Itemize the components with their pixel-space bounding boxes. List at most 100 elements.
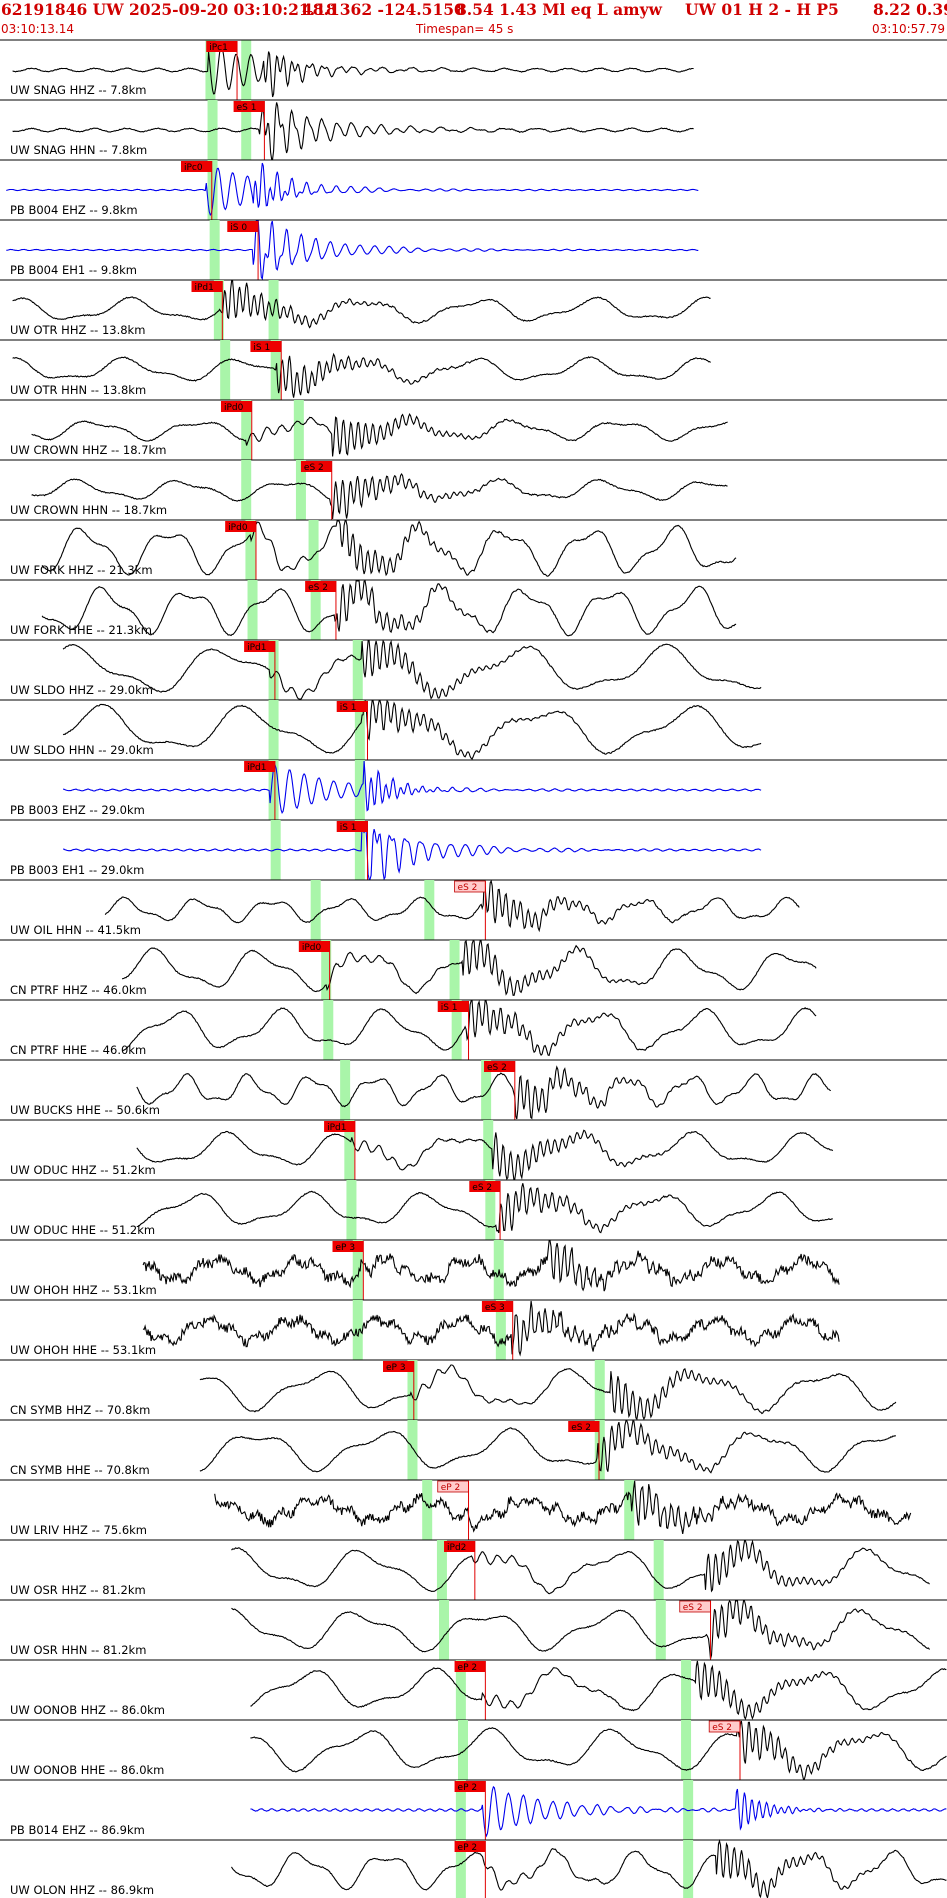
phase-pick-label: iPd0	[302, 943, 322, 953]
channel-label: UW LRIV HHZ -- 75.6km	[10, 1523, 147, 1537]
event-depth-magnitude: 8.54 1.43 Ml eq L amyw	[456, 0, 662, 19]
theory-arrival-marker	[241, 40, 252, 100]
phase-pick-flag	[332, 1241, 364, 1252]
waveform-trace	[31, 413, 728, 457]
theory-arrival-marker	[451, 1000, 462, 1060]
phase-pick-label: iPd0	[224, 403, 244, 413]
waveform-trace	[231, 1539, 930, 1595]
theory-arrival-marker	[449, 940, 460, 1000]
waveform-trace	[12, 102, 694, 160]
theory-arrival-marker	[352, 640, 363, 700]
phase-pick-flag	[227, 221, 259, 232]
phase-pick-flag	[300, 461, 332, 472]
waveform-trace	[12, 352, 711, 398]
channel-label: PB B003 EHZ -- 29.0km	[10, 803, 145, 817]
waveform-trace	[199, 1420, 897, 1474]
phase-pick-label: iPd1	[327, 1123, 346, 1133]
theory-arrival-marker	[268, 640, 279, 700]
theory-arrival-marker	[483, 1120, 494, 1180]
phase-pick-label: eS 2	[571, 1423, 591, 1433]
channel-label: CN SYMB HHE -- 70.8km	[10, 1463, 150, 1477]
channel-label: UW OTR HHZ -- 13.8km	[10, 323, 145, 337]
waveform-trace	[62, 760, 762, 815]
channel-label: UW OHOH HHE -- 53.1km	[10, 1343, 156, 1357]
channel-label: UW CROWN HHN -- 18.7km	[10, 503, 167, 517]
phase-pick-flag	[484, 1061, 515, 1072]
waveform-trace	[41, 580, 737, 637]
waveform-trace	[250, 1785, 947, 1838]
phase-pick-label: iPc1	[209, 43, 228, 53]
waveform-trace	[214, 1480, 912, 1534]
phase-pick-flag	[191, 281, 223, 292]
theory-arrival-marker	[352, 1240, 363, 1300]
phase-pick-flag	[336, 821, 368, 832]
theory-arrival-marker	[436, 1540, 447, 1600]
channel-label: UW OSR HHZ -- 81.2km	[10, 1583, 146, 1597]
phase-pick-label: iS 1	[441, 1003, 458, 1013]
phase-pick-label: eP 2	[441, 1483, 461, 1493]
phase-pick-flag	[206, 41, 238, 52]
waveform-trace	[104, 879, 800, 933]
phase-pick-flag	[244, 761, 275, 772]
channel-label: PB B004 EH1 -- 9.8km	[10, 263, 137, 277]
theory-arrival-marker	[424, 880, 435, 940]
waveform-trace	[63, 823, 762, 881]
theory-arrival-marker	[293, 400, 304, 460]
phase-pick-flag	[305, 581, 336, 592]
theory-arrival-marker	[655, 1600, 666, 1660]
theory-arrival-marker	[321, 940, 332, 1000]
theory-arrival-marker	[495, 1300, 506, 1360]
theory-arrival-marker	[683, 1840, 694, 1898]
waveform-trace	[12, 45, 694, 98]
channel-label: UW ODUC HHZ -- 51.2km	[10, 1163, 156, 1177]
waveform-trace	[136, 1065, 832, 1120]
phase-pick-label: eS 2	[487, 1063, 507, 1073]
phase-pick-label: iPd0	[228, 523, 248, 533]
theory-arrival-marker	[455, 1660, 466, 1720]
theory-arrival-marker	[207, 160, 218, 220]
phase-pick-label: eP 2	[458, 1843, 478, 1853]
theory-arrival-marker	[485, 1180, 496, 1240]
theory-arrival-marker	[681, 1660, 692, 1720]
theory-arrival-marker	[295, 460, 306, 520]
channel-label: UW SLDO HHZ -- 29.0km	[10, 683, 153, 697]
channel-label: UW OLON HHZ -- 86.9km	[10, 1883, 154, 1897]
phase-pick-flag	[444, 1541, 475, 1552]
waveform-trace	[12, 280, 711, 329]
header-bar: 62191846 UW 2025-09-20 03:10:21.18 48.13…	[0, 0, 947, 40]
channel-label: PB B003 EH1 -- 29.0km	[10, 863, 144, 877]
channel-label: UW SLDO HHN -- 29.0km	[10, 743, 154, 757]
channel-label: UW OTR HHN -- 13.8km	[10, 383, 146, 397]
channel-label: UW OSR HHN -- 81.2km	[10, 1643, 146, 1657]
waveform-trace	[199, 1364, 897, 1421]
phase-pick-label: eS 2	[712, 1723, 732, 1733]
theory-arrival-marker	[455, 1780, 466, 1840]
waveform-trace	[136, 1183, 833, 1234]
time-axis-labels: 03:10:13.14 Timespan= 45 s 03:10:57.79	[0, 20, 947, 38]
phase-pick-label: eS 2	[683, 1603, 703, 1613]
theory-arrival-marker	[310, 580, 321, 640]
phase-pick-label: eP 3	[336, 1243, 356, 1253]
phase-pick-label: iS 0	[230, 223, 247, 233]
channel-label: UW FORK HHE -- 21.3km	[10, 623, 152, 637]
channel-label: UW CROWN HHZ -- 18.7km	[10, 443, 166, 457]
channel-label: PB B004 EHZ -- 9.8km	[10, 203, 138, 217]
channel-label: UW OHOH HHZ -- 53.1km	[10, 1283, 157, 1297]
phase-pick-label: iPd1	[247, 643, 266, 653]
phase-pick-label: eS 1	[237, 103, 257, 113]
theory-arrival-marker	[407, 1360, 418, 1420]
event-summary: 62191846 UW 2025-09-20 03:10:21.18 48.13…	[0, 0, 947, 20]
theory-arrival-marker	[245, 520, 256, 580]
theory-arrival-marker	[481, 1060, 492, 1120]
end-time: 03:10:57.79	[872, 22, 945, 36]
channel-label: CN PTRF HHZ -- 46.0km	[10, 983, 147, 997]
theory-arrival-marker	[323, 1000, 334, 1060]
theory-arrival-marker	[247, 580, 258, 640]
channel-label: UW OONOB HHE -- 86.0km	[10, 1763, 164, 1777]
phase-pick-flag	[324, 1121, 355, 1132]
waveform-trace	[231, 1839, 947, 1898]
phase-pick-label: eP 3	[386, 1363, 406, 1373]
phase-pick-flag	[437, 1001, 469, 1012]
theory-arrival-marker	[422, 1480, 433, 1540]
